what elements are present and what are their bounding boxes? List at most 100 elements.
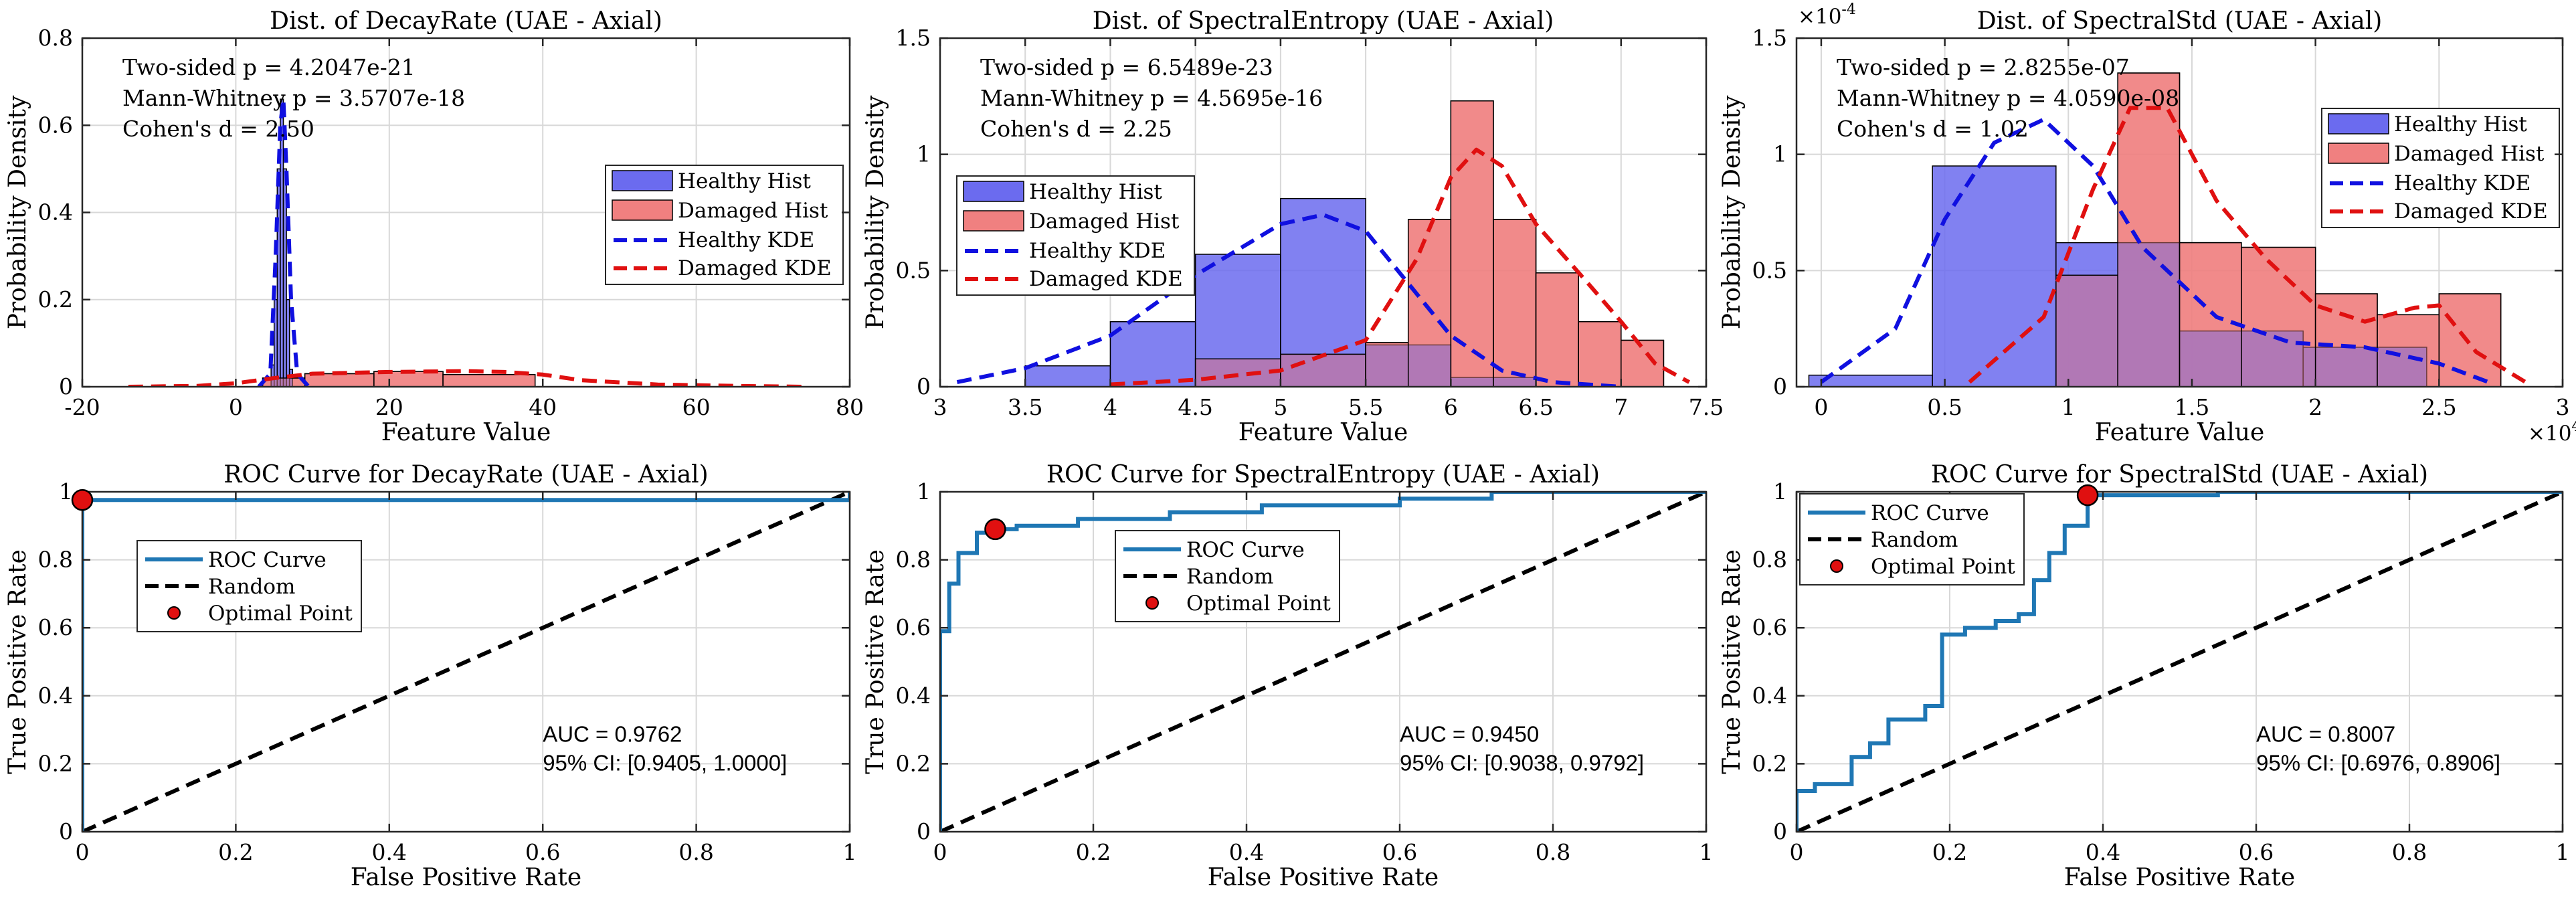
x-tick-label: 60	[682, 394, 711, 420]
y-tick-label: 0.6	[38, 112, 73, 138]
x-tick-label: 0.2	[1076, 839, 1111, 865]
damaged-hist-bar	[2117, 72, 2181, 387]
y-tick-label: 1	[917, 141, 931, 167]
stat-text: Mann-Whitney p = 4.0590e-08	[1837, 85, 2179, 111]
x-tick-label: 3	[933, 394, 947, 420]
y-tick-label: 0.4	[1752, 683, 1787, 709]
plot-content	[1797, 492, 2563, 832]
plot-content	[82, 492, 850, 832]
x-axis-label: Feature Value	[2095, 419, 2265, 446]
legend-label: ROC Curve	[1871, 501, 1989, 525]
y-tick-label: 1.5	[896, 25, 931, 51]
auc-text: AUC = 0.9450	[1400, 721, 1539, 746]
y-tick-label: 0	[59, 818, 73, 844]
legend-marker-optimal	[167, 606, 181, 620]
stat-text: Two-sided p = 2.8255e-07	[1837, 54, 2130, 80]
y-tick-label: 1	[59, 478, 73, 505]
y-tick-label: 0.8	[1752, 547, 1787, 573]
x-tick-label: 0	[1814, 394, 1828, 420]
y-tick-label: 0	[1773, 818, 1787, 844]
damaged-hist-bar	[1407, 219, 1452, 387]
y-exponent-label: ×10-4	[1798, 1, 1856, 29]
damaged-hist-bar	[2438, 293, 2502, 387]
legend-marker-optimal	[1145, 596, 1159, 610]
y-axis-label: Probability Density	[862, 95, 889, 329]
plot-content	[128, 97, 804, 387]
legend-label: Optimal Point	[1186, 592, 1331, 616]
healthy-kde-line	[956, 213, 1622, 387]
legend-label: Random	[1186, 565, 1273, 589]
x-tick-label: 5.5	[1348, 394, 1383, 420]
random-line	[82, 492, 850, 832]
chart-2: Two-sided p = 6.5489e-23 Mann-Whitney p =…	[862, 7, 1724, 446]
x-tick-label: 1	[2556, 839, 2570, 865]
y-tick-label: 0.2	[1752, 750, 1787, 776]
y-tick-label: 0.6	[1752, 614, 1787, 640]
x-tick-label: 2.5	[2421, 394, 2456, 420]
healthy-hist-bar	[2302, 347, 2427, 387]
legend-label: Damaged KDE	[1029, 267, 1183, 291]
roc-curve	[82, 492, 850, 832]
y-axis-label: Probability Density	[4, 95, 31, 329]
legend-label: Damaged Hist	[2394, 142, 2545, 166]
y-tick-label: 0.8	[896, 547, 931, 573]
x-tick-label: 7.5	[1689, 394, 1724, 420]
optimal-point	[71, 488, 94, 511]
optimal-point	[984, 518, 1006, 541]
x-tick-label: 3	[2556, 394, 2570, 420]
legend-label: Healthy KDE	[2394, 171, 2531, 195]
ticks	[939, 490, 1708, 833]
legend: ROC Curve Random Optimal Point	[136, 540, 362, 632]
legend-label: Optimal Point	[208, 602, 353, 626]
x-tick-label: 0.2	[218, 839, 253, 865]
chart-title: Dist. of SpectralStd (UAE - Axial)	[1977, 7, 2383, 35]
y-tick-label: 0	[917, 818, 931, 844]
x-tick-label: 0	[1790, 839, 1804, 865]
y-tick-label: 0.6	[38, 614, 73, 640]
x-tick-label: 0.6	[2239, 839, 2274, 865]
legend-label: Healthy KDE	[1029, 239, 1166, 263]
x-tick-label: 3.5	[1008, 394, 1042, 420]
legend-swatch-damaged	[612, 199, 673, 221]
x-tick-label: 20	[375, 394, 403, 420]
legend: Healthy Hist Damaged Hist Healthy KDE Damag…	[605, 165, 844, 285]
legend-swatch-damaged	[2328, 143, 2389, 164]
y-tick-label: 1	[917, 478, 931, 505]
healthy-hist-bar	[1932, 165, 2057, 387]
ci-text: 95% CI: [0.9405, 1.0000]	[543, 751, 787, 776]
damaged-hist-bar	[1493, 219, 1537, 387]
stat-text: Two-sided p = 6.5489e-23	[980, 54, 1273, 80]
damaged-hist-bar	[1280, 353, 1366, 387]
x-axis-label: Feature Value	[381, 419, 551, 446]
x-tick-label: 0.2	[1932, 839, 1967, 865]
y-axis-label: True Positive Rate	[862, 549, 889, 774]
x-tick-label: 1	[1699, 839, 1714, 865]
legend-label: Healthy KDE	[678, 228, 814, 252]
y-tick-label: 0.2	[38, 286, 73, 312]
x-tick-label: -20	[64, 394, 100, 420]
legend-label: Healthy Hist	[678, 169, 811, 193]
ticks	[1797, 37, 2564, 388]
x-tick-label: 4	[1103, 394, 1117, 420]
y-tick-label: 0.2	[896, 750, 931, 776]
legend-label: Damaged Hist	[678, 199, 828, 223]
healthy-hist-bar	[286, 299, 290, 387]
legend-label: Optimal Point	[1871, 555, 2015, 579]
ci-text: 95% CI: [0.9038, 0.9792]	[1400, 751, 1644, 776]
healthy-kde-line	[257, 97, 310, 387]
x-exponent-power: 4	[2571, 418, 2576, 435]
x-tick-label: 0.6	[525, 839, 560, 865]
random-line	[940, 492, 1706, 832]
x-exponent-label: ×104	[2528, 418, 2576, 446]
roc-curve	[940, 492, 1706, 832]
plot-content	[940, 492, 1706, 832]
x-axis-label: Feature Value	[1238, 419, 1408, 446]
x-tick-label: 0.5	[1927, 394, 1962, 420]
chart-title: ROC Curve for SpectralStd (UAE - Axial)	[1931, 461, 2428, 488]
stat-text: Mann-Whitney p = 3.5707e-18	[122, 85, 465, 111]
ticks	[939, 37, 1708, 388]
chart-4: 0 0.2 0.4 0.6 0.8 1 0 0.2 0.4 0.6 0.8 1 ROC Curve fo…	[4, 461, 857, 891]
healthy-hist-bar	[1194, 254, 1281, 387]
damaged-kde-line	[1968, 106, 2527, 384]
chart-title: ROC Curve for DecayRate (UAE - Axial)	[223, 461, 708, 488]
